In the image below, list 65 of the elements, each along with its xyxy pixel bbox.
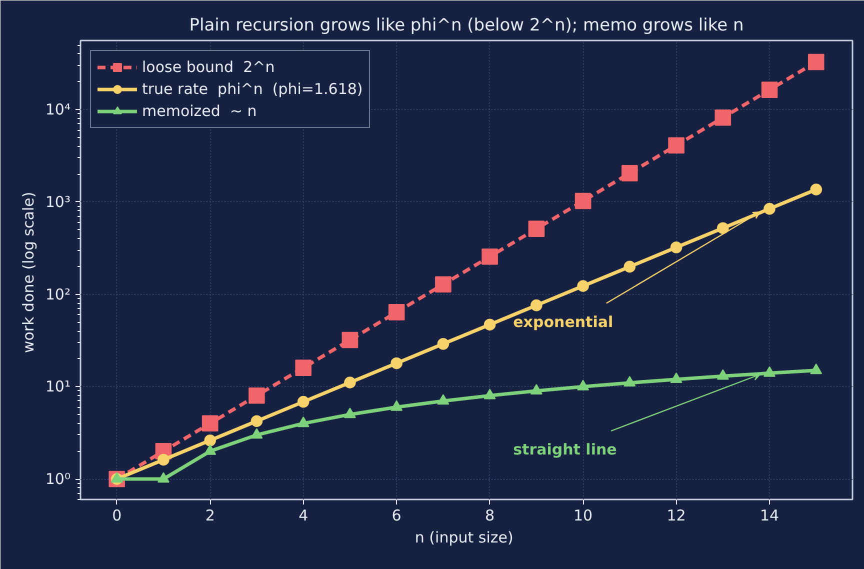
point (717, 222, 729, 234)
x-tick-label: 10 (574, 506, 593, 524)
annotation: exponential (513, 313, 614, 332)
point (808, 54, 824, 70)
point (344, 376, 356, 388)
point (484, 318, 496, 330)
y-tick-label: 10¹ (45, 378, 71, 396)
y-tick-label: 10⁰ (45, 470, 71, 488)
point (764, 366, 776, 377)
point (577, 280, 589, 292)
x-tick-label: 12 (666, 506, 686, 524)
point (624, 376, 636, 387)
point (342, 332, 358, 348)
point (297, 416, 310, 428)
point (437, 394, 450, 405)
annotation: straight line (513, 440, 617, 458)
point (670, 372, 682, 384)
point (810, 364, 822, 374)
point (435, 276, 452, 293)
point (390, 400, 403, 411)
x-tick-label: 6 (392, 506, 402, 524)
point (204, 434, 216, 446)
x-tick-label: 8 (485, 506, 495, 524)
point (528, 220, 545, 237)
point (716, 369, 729, 380)
point (622, 165, 638, 182)
point (295, 360, 312, 376)
point (761, 82, 778, 98)
point (530, 299, 542, 312)
legend-label: memoized ~ n (142, 102, 257, 120)
point (248, 387, 265, 404)
x-tick-label: 4 (298, 506, 308, 524)
point (344, 408, 356, 418)
point (437, 338, 450, 350)
point (250, 415, 263, 427)
y-tick-label: 10³ (45, 192, 71, 211)
point (297, 396, 310, 408)
point (668, 137, 684, 154)
x-tick-label: 0 (112, 506, 122, 524)
y-axis-title: work done (log scale) (19, 192, 38, 354)
x-tick-label: 2 (205, 506, 215, 524)
y-tick-label: 10⁴ (45, 100, 71, 119)
point (390, 357, 402, 370)
point (158, 454, 170, 466)
point (204, 444, 216, 455)
point (482, 248, 498, 265)
x-tick-label: 14 (760, 506, 780, 524)
legend-label: true rate phi^n (phi=1.618) (142, 80, 363, 98)
point (670, 242, 682, 254)
legend-label: loose bound 2^n (142, 58, 275, 76)
point (764, 202, 776, 215)
point (574, 192, 592, 210)
point (202, 415, 218, 432)
point (810, 184, 822, 196)
point (530, 384, 542, 395)
point (577, 380, 590, 390)
x-axis-title: n (input size) (414, 528, 514, 546)
point (714, 109, 732, 126)
point (157, 472, 170, 483)
chart-title: Plain recursion grows like phi^n (below 2^n); memo grows like n (189, 16, 744, 36)
point (484, 388, 496, 400)
y-tick-label: 10² (45, 285, 71, 304)
point (250, 428, 263, 439)
point (388, 304, 405, 320)
point (624, 260, 636, 273)
